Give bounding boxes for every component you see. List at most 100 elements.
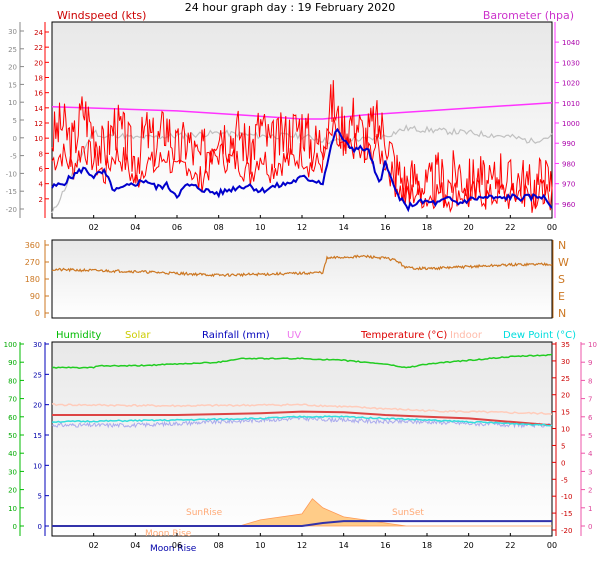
compass-label: W — [558, 256, 569, 269]
uv-tick-label: 8 — [588, 377, 592, 385]
plot-area — [51, 239, 553, 319]
x-tick-label: 20 — [464, 541, 474, 550]
windspeed-panel: Windspeed (kts) Barometer (hpa) 30 25 20 15 10… — [6, 9, 580, 232]
uv-tick-label: 6 — [588, 414, 593, 422]
x-tick-label: 12 — [297, 223, 307, 232]
barometer-tick-label: 1040 — [562, 39, 580, 47]
uv-tick-label: 2 — [588, 487, 592, 495]
y-tick-label: 22 — [34, 44, 43, 52]
y-tick-label: 25 — [8, 46, 17, 54]
humidity-tick-label: 0 — [13, 523, 17, 531]
uv-tick-label: 4 — [588, 450, 593, 458]
barometer-tick-label: 990 — [562, 140, 575, 148]
uv-tick-label: 9 — [588, 359, 592, 367]
humidity-tick-label: 30 — [8, 468, 17, 476]
uv-tick-label: 10 — [588, 341, 597, 349]
barometer-tick-label: 970 — [562, 181, 575, 189]
y-tick-label: 5 — [13, 117, 17, 125]
x-tick-label: 22 — [505, 541, 515, 550]
x-tick-label: 16 — [380, 541, 390, 550]
indoor-temperature-line — [51, 403, 553, 416]
humidity-tick-label: 40 — [8, 450, 17, 458]
rainfall-tick-label: 30 — [33, 341, 42, 349]
y-tick-label: 90 — [30, 292, 40, 301]
y-tick-label: 12 — [34, 120, 43, 128]
temperature-tick-label: 10 — [561, 426, 570, 434]
compass-label: N — [558, 307, 566, 320]
y-tick-label: 20 — [8, 64, 17, 72]
y-tick-label: 0 — [13, 135, 17, 143]
x-tick-label: 14 — [339, 541, 349, 550]
legend-label: Dew Point (°C) — [503, 330, 576, 341]
y-tick-label: 14 — [34, 105, 43, 113]
y-tick-label: 0 — [35, 309, 40, 318]
annotation-label: Moon Rise — [150, 544, 197, 554]
y-tick-label: 270 — [25, 258, 40, 267]
windspeed-axis-title: Windspeed (kts) — [57, 9, 146, 22]
legend-label: Humidity — [56, 330, 101, 341]
y-tick-label: -5 — [10, 153, 17, 161]
x-tick-label: 00 — [547, 223, 557, 232]
temperature-tick-label: 15 — [561, 409, 570, 417]
temperature-tick-label: 5 — [561, 442, 565, 450]
y-tick-label: 180 — [25, 275, 40, 284]
barometer-tick-label: 960 — [562, 201, 575, 209]
y-tick-label: 16 — [34, 90, 43, 98]
uv-tick-label: 1 — [588, 505, 592, 513]
compass-label: N — [558, 239, 566, 252]
x-tick-label: 08 — [214, 541, 224, 550]
humidity-tick-label: 80 — [8, 377, 17, 385]
humidity-tick-label: 20 — [8, 487, 17, 495]
uv-tick-label: 7 — [588, 396, 592, 404]
y-tick-label: 24 — [34, 29, 43, 37]
y-tick-label: 10 — [8, 99, 17, 107]
temperature-line — [52, 410, 553, 427]
temperature-tick-label: 30 — [561, 358, 570, 366]
x-tick-label: 00 — [547, 541, 557, 550]
temperature-tick-label: -15 — [561, 510, 572, 518]
barometer-tick-label: 1030 — [562, 59, 580, 67]
legend-label: Temperature (°C) — [360, 330, 447, 341]
x-tick-label: 10 — [255, 541, 265, 550]
x-tick-label: 20 — [464, 223, 474, 232]
y-tick-label: 4 — [39, 181, 44, 189]
humidity-temperature-panel: Humidity Solar Rainfall (mm) UV Temperature … — [4, 330, 597, 554]
compass-label: E — [558, 290, 565, 303]
uv-tick-label: 0 — [588, 523, 592, 531]
temperature-tick-label: 20 — [561, 392, 570, 400]
uv-tick-label: 3 — [588, 468, 592, 476]
x-tick-label: 04 — [130, 541, 140, 550]
dew-point-line — [51, 415, 553, 427]
humidity-tick-label: 90 — [8, 359, 17, 367]
humidity-tick-label: 60 — [8, 414, 17, 422]
temperature-tick-label: 25 — [561, 375, 570, 383]
temperature-tick-label: 35 — [561, 341, 570, 349]
y-tick-label: 6 — [39, 166, 44, 174]
barometer-tick-label: 980 — [562, 160, 575, 168]
y-tick-label: 360 — [25, 241, 40, 250]
barometer-tick-label: 1010 — [562, 100, 580, 108]
barometer-tick-label: 1000 — [562, 120, 580, 128]
solar-area — [52, 498, 552, 527]
humidity-tick-label: 100 — [4, 341, 17, 349]
barometer-axis-title: Barometer (hpa) — [483, 9, 574, 22]
y-tick-label: 30 — [8, 28, 17, 36]
y-tick-label: 20 — [34, 59, 43, 67]
temperature-tick-label: -20 — [561, 527, 572, 535]
x-tick-label: 18 — [422, 223, 432, 232]
y-tick-label: 18 — [34, 75, 43, 83]
graph-title: 24 hour graph day : 19 February 2020 — [185, 1, 396, 14]
annotation-label: Moon Rise — [145, 529, 192, 539]
x-tick-label: 12 — [297, 541, 307, 550]
legend-label: Solar — [125, 330, 151, 341]
x-tick-label: 08 — [214, 223, 224, 232]
temperature-tick-label: 0 — [561, 459, 565, 467]
wind-speed-line — [51, 127, 553, 213]
y-tick-label: 15 — [8, 81, 17, 89]
temperature-tick-label: -5 — [561, 476, 568, 484]
wind-gust-line — [51, 80, 553, 213]
wind-average-line — [51, 117, 553, 214]
y-tick-label: -10 — [6, 170, 17, 178]
rainfall-tick-label: 0 — [38, 523, 42, 531]
